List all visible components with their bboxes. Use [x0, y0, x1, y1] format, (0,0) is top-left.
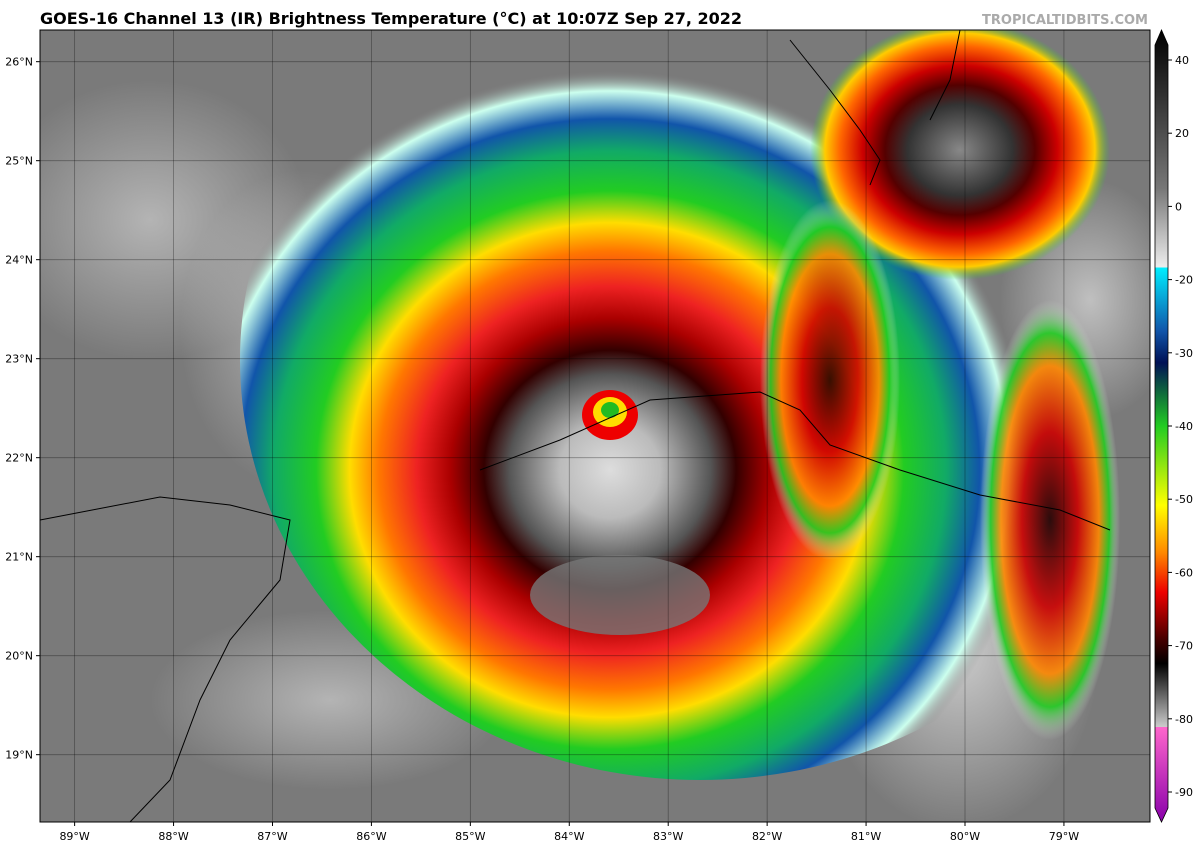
- graticule: [40, 30, 1150, 822]
- colorbar-tick-label: 40: [1175, 54, 1189, 67]
- watermark: TROPICALTIDBITS.COM: [982, 13, 1148, 28]
- map-frame: [39, 29, 1151, 823]
- colorbar: [1154, 28, 1169, 823]
- lon-tick-label: 87°W: [257, 830, 287, 843]
- lon-tick-label: 82°W: [752, 830, 782, 843]
- lat-tick-label: 19°N: [5, 749, 33, 762]
- lat-tick-label: 22°N: [5, 452, 33, 465]
- lat-tick-label: 23°N: [5, 353, 33, 366]
- colorbar-tick-label: -50: [1175, 493, 1193, 506]
- lon-tick-label: 85°W: [455, 830, 485, 843]
- colorbar-tick-label: 0: [1175, 200, 1182, 213]
- lon-tick-label: 88°W: [158, 830, 188, 843]
- lon-tick-label: 86°W: [356, 830, 386, 843]
- lon-tick-label: 89°W: [59, 830, 89, 843]
- colorbar-tick-label: -60: [1175, 566, 1193, 579]
- title: GOES-16 Channel 13 (IR) Brightness Tempe…: [40, 9, 742, 28]
- lat-tick-label: 24°N: [5, 254, 33, 267]
- colorbar-tick-label: -80: [1175, 713, 1193, 726]
- colorbar-tick-label: -30: [1175, 347, 1193, 360]
- colorbar-tick-label: -20: [1175, 274, 1193, 287]
- colorbar-tick-label: -90: [1175, 786, 1193, 799]
- colorbar-tick-label: -70: [1175, 640, 1193, 653]
- lon-tick-label: 81°W: [851, 830, 881, 843]
- lon-tick-label: 79°W: [1049, 830, 1079, 843]
- lat-tick-label: 25°N: [5, 155, 33, 168]
- lat-tick-label: 20°N: [5, 650, 33, 663]
- lon-tick-label: 83°W: [653, 830, 683, 843]
- imagery: [40, 30, 1150, 822]
- lon-tick-label: 80°W: [950, 830, 980, 843]
- colorbar-tick-label: -40: [1175, 420, 1193, 433]
- lat-tick-label: 26°N: [5, 56, 33, 69]
- lat-tick-label: 21°N: [5, 551, 33, 564]
- lon-tick-label: 84°W: [554, 830, 584, 843]
- colorbar-tick-label: 20: [1175, 127, 1189, 140]
